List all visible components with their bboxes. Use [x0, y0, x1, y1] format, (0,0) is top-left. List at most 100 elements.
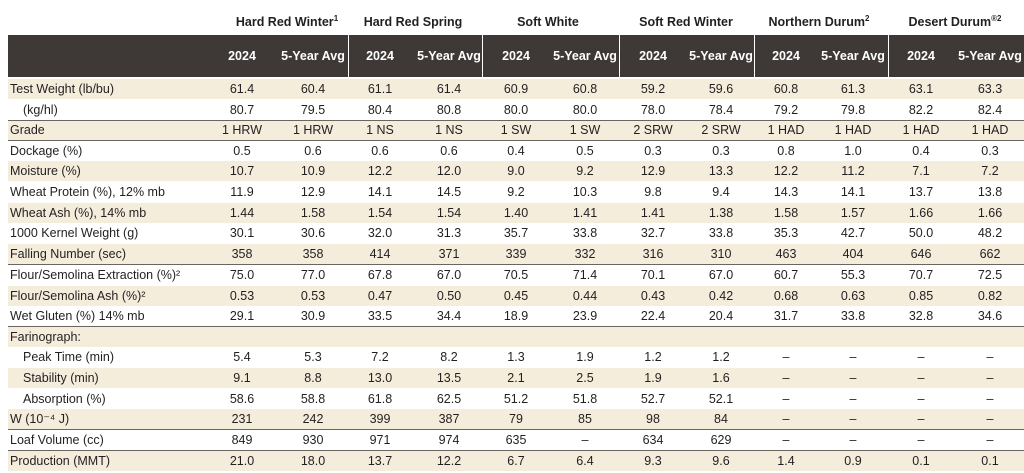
table-cell: 0.6 — [371, 144, 389, 158]
table-row: 1000 Kernel Weight (g) 30.1 30.6 32.0 31.3 35… — [8, 223, 1024, 243]
table-cell — [888, 327, 954, 347]
table-cell: 51.2 — [503, 392, 529, 406]
table-cell: 646 — [910, 247, 932, 261]
table-cell: 9.4 — [712, 185, 730, 199]
table-cell: – — [986, 371, 994, 385]
footnote-mark: 2 — [865, 13, 870, 23]
table-cell: 30.1 — [229, 226, 255, 240]
table-cell: 0.4 — [912, 144, 930, 158]
table-cell: 9.3 — [644, 454, 662, 468]
table-cell: 339 — [505, 247, 527, 261]
table-cell: 60.4 — [300, 82, 326, 96]
row-label: Wet Gluten (%) 14% mb — [10, 309, 145, 323]
table-cell: 75.0 — [229, 268, 255, 282]
table-cell: 72.5 — [977, 268, 1003, 282]
column-group-header: Northern Durum2 — [749, 13, 889, 33]
table-cell: 10.3 — [572, 185, 598, 199]
table-cell: 6.4 — [576, 454, 594, 468]
table-cell: 48.2 — [977, 226, 1003, 240]
table-cell: 51.8 — [572, 392, 598, 406]
table-cell: 2.1 — [507, 371, 525, 385]
table-cell: 358 — [231, 247, 253, 261]
row-label: Production (MMT) — [10, 454, 111, 468]
table-cell: – — [917, 433, 925, 447]
row-label: 1000 Kernel Weight (g) — [10, 226, 139, 240]
column-group-name: Soft Red Winter — [639, 15, 733, 29]
row-label: Stability (min) — [23, 371, 99, 385]
table-cell: – — [917, 350, 925, 364]
table-cell: 310 — [710, 247, 732, 261]
row-label: Flour/Semolina Ash (%)² — [10, 289, 146, 303]
table-row: Grade 1 HRW 1 HRW 1 NS 1 NS 1 SW 1 SW 2 SRW 2 SR… — [8, 120, 1024, 140]
table-cell: 1.58 — [773, 206, 799, 220]
table-cell: 1 NS — [435, 123, 463, 137]
row-label: Absorption (%) — [23, 392, 106, 406]
table-cell: 78.4 — [708, 103, 734, 117]
row-label: Wheat Protein (%), 12% mb — [10, 185, 165, 199]
column-group-name: Desert Durum — [908, 15, 992, 29]
table-cell: 404 — [842, 247, 864, 261]
row-label: Grade — [10, 123, 45, 137]
table-cell: 60.8 — [572, 82, 598, 96]
table-cell: 1.4 — [777, 454, 795, 468]
table-cell: 399 — [369, 412, 391, 426]
table-cell: 78.0 — [640, 103, 666, 117]
table-cell: 80.0 — [572, 103, 598, 117]
year-header-5yr-avg: 5-Year Avg — [958, 49, 1022, 63]
year-header-5yr-avg: 5-Year Avg — [417, 49, 481, 63]
table-cell: 1.0 — [844, 144, 862, 158]
table-cell: 50.0 — [908, 226, 934, 240]
table-cell: 82.2 — [908, 103, 934, 117]
table-cell: – — [917, 371, 925, 385]
table-cell — [347, 327, 413, 347]
table-cell: 1.38 — [708, 206, 734, 220]
row-divider — [8, 120, 1024, 121]
table-cell: 1.54 — [367, 206, 393, 220]
table-cell: 11.2 — [841, 164, 865, 178]
table-cell — [753, 327, 819, 347]
table-cell: – — [849, 433, 857, 447]
table-row: Wheat Protein (%), 12% mb 11.9 12.9 14.1 14.… — [8, 182, 1024, 202]
table-cell: 12.9 — [640, 164, 666, 178]
table-row: Wet Gluten (%) 14% mb 29.1 30.9 33.5 34.4 18.… — [8, 306, 1024, 326]
table-cell: 1.40 — [503, 206, 529, 220]
table-cell: 0.43 — [640, 289, 666, 303]
table-cell: 0.63 — [840, 289, 866, 303]
table-cell: 0.5 — [233, 144, 251, 158]
table-row: Moisture (%) 10.7 10.9 12.2 12.0 9.0 9.2 12.9 13… — [8, 161, 1024, 181]
row-label: (kg/hl) — [23, 103, 58, 117]
table-cell: 34.4 — [436, 309, 462, 323]
table-cell: 30.9 — [300, 309, 326, 323]
row-label: Farinograph: — [10, 330, 81, 344]
table-cell: 6.7 — [507, 454, 525, 468]
table-cell: 70.7 — [908, 268, 934, 282]
table-cell: – — [986, 433, 994, 447]
year-header-5yr-avg: 5-Year Avg — [553, 49, 617, 63]
table-cell: 0.42 — [708, 289, 734, 303]
table-cell: 231 — [231, 412, 253, 426]
table-cell: 42.7 — [840, 226, 866, 240]
table-cell: 62.5 — [436, 392, 462, 406]
table-cell: 1 HAD — [971, 123, 1009, 137]
year-header-band — [8, 35, 1024, 77]
table-cell: 9.2 — [507, 185, 525, 199]
table-cell: 0.82 — [977, 289, 1003, 303]
table-cell: – — [782, 371, 790, 385]
table-cell: 71.4 — [572, 268, 598, 282]
table-cell: 0.9 — [844, 454, 862, 468]
column-group-name: Northern Durum — [768, 15, 866, 29]
row-divider — [8, 140, 1024, 141]
table-cell: 33.8 — [840, 309, 866, 323]
table-cell: 2.5 — [576, 371, 594, 385]
year-header-5yr-avg: 5-Year Avg — [821, 49, 885, 63]
row-label: Moisture (%) — [10, 164, 81, 178]
table-cell: 13.7 — [908, 185, 934, 199]
table-cell: 23.9 — [572, 309, 598, 323]
table-cell: – — [986, 392, 994, 406]
table-cell: 8.2 — [440, 350, 458, 364]
table-cell: 67.8 — [367, 268, 393, 282]
table-cell: 13.5 — [436, 371, 462, 385]
table-cell: 18.9 — [503, 309, 529, 323]
table-cell: 1.58 — [300, 206, 326, 220]
table-cell: 12.2 — [773, 164, 799, 178]
